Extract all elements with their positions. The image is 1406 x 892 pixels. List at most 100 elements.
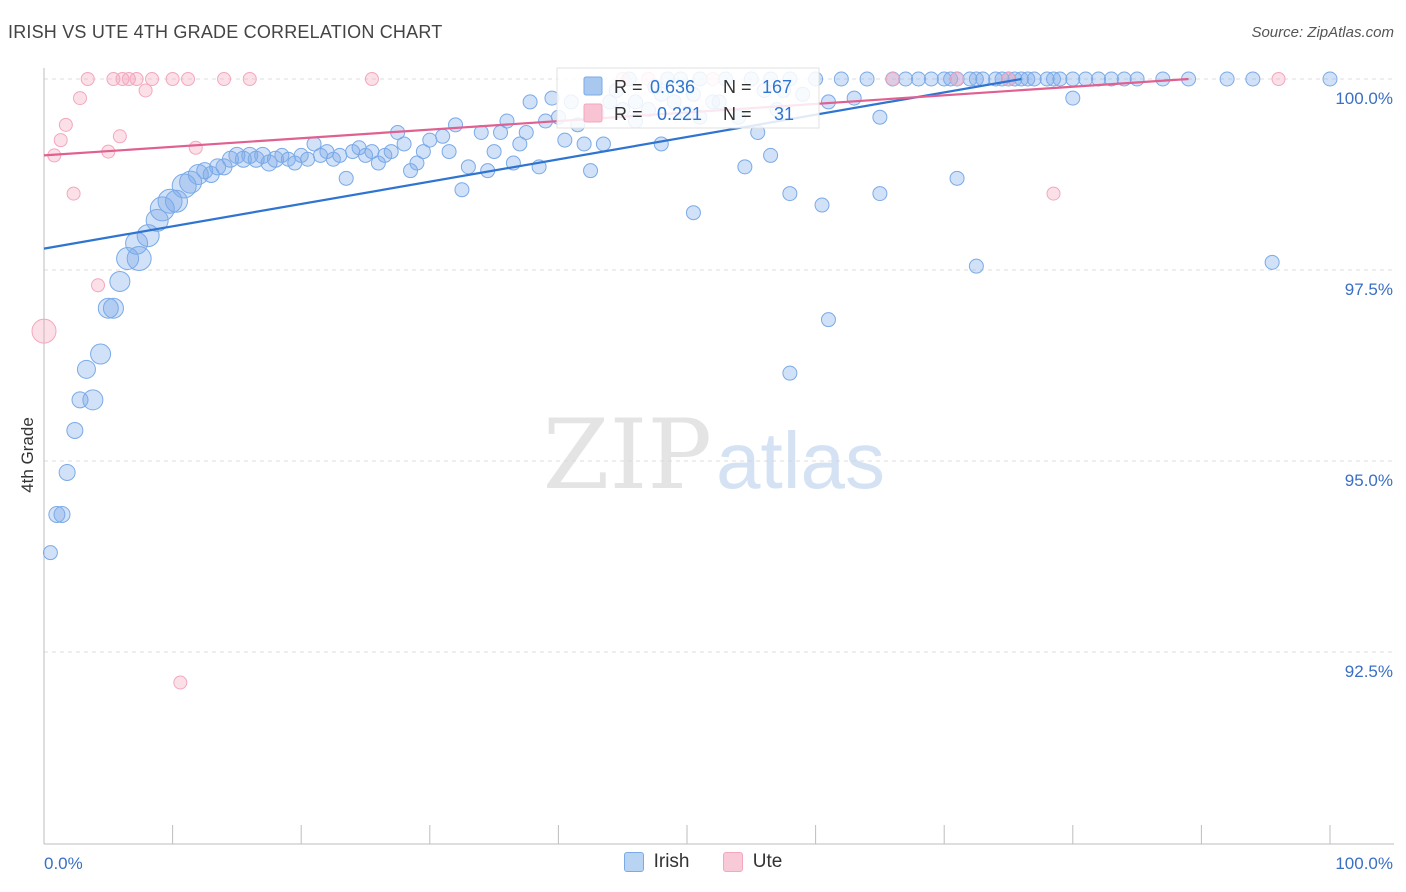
axis-layer (43, 68, 1394, 845)
point-ute (165, 72, 180, 86)
point-ute (66, 186, 81, 201)
point-irish (42, 545, 58, 561)
watermark: ZIP atlas (543, 399, 885, 511)
point-ute (31, 318, 57, 344)
point-ute (188, 140, 203, 155)
point-ute (364, 72, 379, 86)
point-irish (441, 144, 457, 160)
point-irish (653, 136, 669, 152)
point-irish (338, 170, 354, 186)
legend-swatch-ute (722, 852, 743, 872)
point-irish (460, 159, 476, 175)
point-ute (112, 129, 127, 144)
point-ute (1271, 72, 1286, 86)
stats-r-value-ute: 0.221 (657, 104, 702, 124)
point-irish (126, 246, 152, 272)
point-irish (949, 170, 965, 186)
stats-n-value-irish: 167 (762, 77, 792, 97)
stats-r-label-ute: R = (614, 104, 643, 124)
point-ute (80, 72, 95, 86)
chart-source: Source: ZipAtlas.com (1251, 24, 1394, 41)
point-irish (522, 94, 538, 110)
point-irish (332, 147, 348, 163)
point-irish (962, 71, 978, 87)
point-irish (1078, 71, 1094, 87)
point-ute (1001, 72, 1016, 86)
point-ute (121, 72, 136, 86)
point-ute (885, 72, 900, 86)
point-irish (66, 421, 84, 439)
trendline-irish (43, 77, 1022, 250)
point-irish (1103, 71, 1119, 87)
point-irish (685, 205, 701, 221)
point-irish (164, 189, 188, 213)
legend-item-irish[interactable]: Irish (623, 851, 690, 873)
point-ute (950, 72, 965, 86)
point-irish (1264, 254, 1280, 270)
legend-label-irish: Irish (653, 851, 690, 872)
point-irish (763, 147, 779, 163)
point-irish (518, 124, 534, 140)
point-irish (82, 389, 104, 411)
watermark-atlas: atlas (716, 416, 885, 505)
point-irish (512, 136, 528, 152)
point-irish (583, 163, 599, 179)
point-irish (923, 71, 939, 87)
x-tick-label: 100.0% (1335, 854, 1393, 873)
point-irish (102, 297, 124, 319)
point-irish (409, 155, 425, 171)
point-ute (1046, 186, 1061, 201)
stats-n-label-irish: N = (723, 77, 752, 97)
y-tick-label: 95.0% (1345, 471, 1393, 490)
point-irish (872, 109, 888, 125)
point-irish (48, 505, 66, 523)
point-irish (1052, 71, 1068, 87)
legend-label-ute: Ute (752, 851, 783, 872)
point-irish (448, 117, 464, 133)
stats-swatch-ute (583, 103, 603, 123)
point-irish (737, 159, 753, 175)
point-irish (782, 365, 798, 381)
stats-n-value-ute: 31 (774, 104, 794, 124)
chart-title: IRISH VS UTE 4TH GRADE CORRELATION CHART (8, 22, 443, 42)
point-irish (1155, 71, 1171, 87)
point-irish (1039, 71, 1055, 87)
point-irish (595, 136, 611, 152)
point-irish (820, 312, 836, 328)
point-ute (217, 72, 232, 86)
point-irish (396, 136, 412, 152)
point-irish (370, 155, 386, 171)
series-legend: Irish Ute (0, 851, 1406, 878)
point-irish (1219, 71, 1235, 87)
point-irish (58, 463, 76, 481)
point-ute (173, 675, 188, 690)
stats-legend: R = 0.636 N = 167 R = 0.221 N = 31 (556, 67, 820, 129)
legend-swatch-irish (623, 852, 644, 872)
point-irish (179, 170, 203, 194)
point-ute (138, 83, 153, 98)
point-irish (187, 164, 209, 185)
point-ute (91, 278, 106, 293)
point-irish (859, 71, 875, 87)
point-irish (1046, 71, 1062, 87)
stats-r-value-irish: 0.636 (650, 77, 695, 97)
point-ute (242, 72, 257, 86)
y-tick-label: 100.0% (1335, 89, 1393, 108)
points-layer (31, 71, 1338, 690)
point-irish (1065, 71, 1081, 87)
legend-item-ute[interactable]: Ute (722, 851, 783, 873)
point-irish (1065, 90, 1081, 106)
point-irish (90, 343, 112, 365)
point-irish (782, 186, 798, 202)
point-irish (846, 90, 862, 106)
point-irish (936, 71, 952, 87)
point-irish (1322, 71, 1338, 87)
point-irish (576, 136, 592, 152)
point-irish (76, 359, 96, 379)
point-irish (833, 71, 849, 87)
point-ute (145, 72, 160, 86)
point-irish (415, 144, 431, 160)
y-tick-label: 92.5% (1345, 662, 1393, 681)
point-ute (181, 72, 196, 86)
point-irish (557, 132, 573, 148)
